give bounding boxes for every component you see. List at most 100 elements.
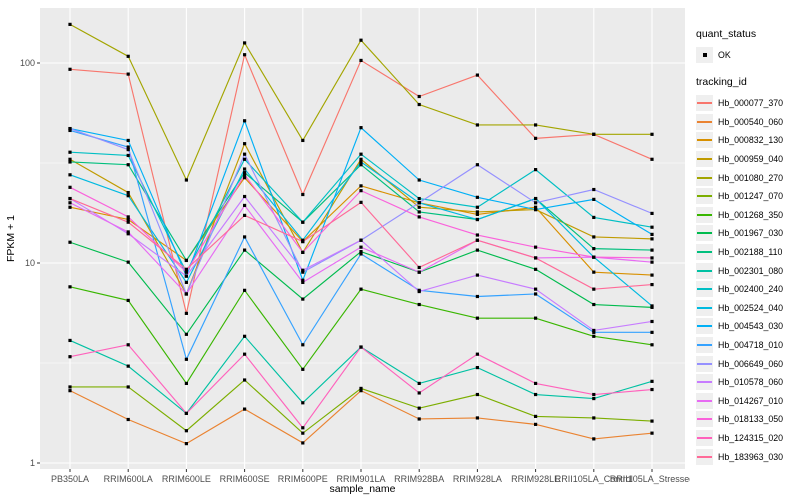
data-point — [650, 256, 654, 260]
data-point — [301, 270, 305, 274]
data-point — [592, 328, 596, 333]
data-point — [68, 201, 72, 205]
data-point — [126, 364, 130, 368]
data-point — [475, 365, 479, 370]
panel-background — [40, 8, 685, 469]
series-line-key-icon — [696, 337, 713, 354]
data-point — [68, 385, 72, 389]
data-point — [359, 152, 363, 156]
data-point — [68, 67, 72, 71]
data-point — [243, 235, 247, 239]
data-point — [68, 128, 72, 133]
series-line-key-icon — [696, 244, 713, 261]
data-point — [359, 345, 363, 349]
data-point — [534, 422, 538, 426]
data-point — [475, 248, 479, 252]
data-point — [126, 385, 130, 389]
data-point — [243, 213, 247, 217]
data-point — [184, 267, 188, 271]
data-point — [126, 54, 130, 58]
data-point — [301, 401, 305, 405]
data-point — [650, 330, 654, 334]
data-point — [534, 287, 538, 291]
series-line-key-icon — [696, 169, 713, 186]
data-point — [184, 270, 188, 274]
legend-series-label: Hb_000959_040 — [718, 154, 784, 165]
y-tick-label: 100 — [20, 58, 35, 68]
y-tick-label: 1 — [30, 458, 35, 468]
data-point — [475, 352, 479, 356]
data-point — [184, 274, 188, 278]
data-point — [650, 343, 654, 347]
legend-series-label: Hb_002188_110 — [718, 247, 783, 258]
data-point — [184, 381, 188, 386]
data-point — [475, 210, 479, 214]
legend-item-Hb_183963_030: Hb_183963_030 — [696, 447, 783, 466]
data-point — [243, 173, 247, 177]
legend-series-label: Hb_006649_060 — [718, 358, 784, 369]
data-point — [126, 147, 130, 152]
series-line-key-icon — [696, 299, 713, 316]
data-point — [243, 152, 247, 156]
x-tick-label: RRIM928LA — [453, 474, 502, 484]
data-point — [475, 212, 479, 216]
data-point — [184, 429, 188, 433]
data-point — [534, 207, 538, 212]
legend-item-Hb_018133_050: Hb_018133_050 — [696, 410, 783, 429]
data-point — [534, 316, 538, 320]
data-point — [650, 304, 654, 308]
data-point — [126, 72, 130, 76]
data-point — [417, 391, 421, 395]
data-point — [359, 58, 363, 63]
legend-item-Hb_002301_080: Hb_002301_080 — [696, 261, 783, 280]
x-tick-label: RRIM901LA — [336, 474, 385, 484]
data-point — [184, 258, 188, 263]
data-point — [68, 22, 72, 26]
data-point — [534, 205, 538, 209]
legend-quant-status: quant_status OK — [696, 28, 756, 65]
data-point — [301, 220, 305, 224]
data-point — [650, 431, 654, 435]
legend-item-Hb_006649_060: Hb_006649_060 — [696, 354, 783, 373]
legend-item-Hb_001967_030: Hb_001967_030 — [696, 224, 783, 243]
series-line-key-icon — [696, 262, 713, 279]
data-point — [534, 123, 538, 127]
data-point — [592, 187, 596, 192]
data-point — [126, 153, 130, 158]
data-point — [126, 163, 130, 167]
series-line-key-icon — [696, 132, 713, 149]
series-line-key-icon — [696, 318, 713, 335]
data-point — [592, 132, 596, 136]
data-point — [534, 267, 538, 271]
data-point — [243, 352, 247, 356]
x-tick-label: RRIM600LA — [104, 474, 153, 484]
series-line-key-icon — [696, 429, 713, 446]
data-point — [417, 201, 421, 205]
data-point — [126, 260, 130, 264]
data-point — [68, 240, 72, 244]
series-line-key-icon — [696, 374, 713, 391]
data-point — [650, 237, 654, 241]
data-point — [301, 431, 305, 435]
data-point — [534, 196, 538, 201]
data-point — [126, 138, 130, 143]
data-point — [301, 192, 305, 197]
data-point — [534, 292, 538, 296]
legend-item-Hb_002188_110: Hb_002188_110 — [696, 243, 783, 262]
data-point — [417, 196, 421, 201]
legend-series-label: Hb_014267_010 — [718, 395, 784, 406]
y-axis-title: FPKM + 1 — [5, 215, 17, 262]
legend-item-Hb_000959_040: Hb_000959_040 — [696, 150, 783, 169]
data-point — [534, 392, 538, 397]
data-point — [68, 150, 72, 154]
data-point — [126, 190, 130, 195]
data-point — [68, 196, 72, 201]
data-point — [592, 416, 596, 420]
data-point — [68, 355, 72, 359]
data-point — [68, 157, 72, 161]
legend-series-label: Hb_001268_350 — [718, 209, 784, 220]
series-line-key-icon — [696, 225, 713, 242]
data-point — [126, 343, 130, 347]
legend-series-label: Hb_004718_010 — [718, 340, 784, 351]
plot-area: 1 10 100 PB350LA RRIM600LA RRIM600LE RRIM600SE… — [5, 8, 690, 495]
